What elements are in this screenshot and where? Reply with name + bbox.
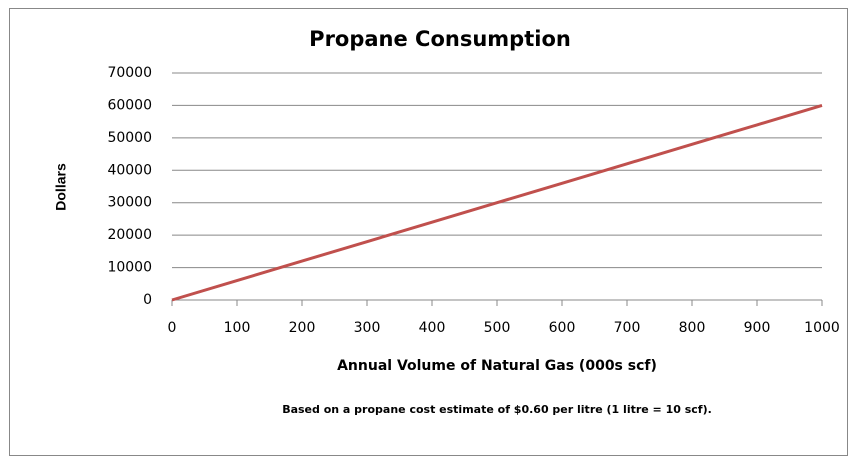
y-tick-label: 40000 (107, 162, 152, 178)
y-tick-label: 60000 (107, 97, 152, 113)
y-tick-label: 10000 (107, 260, 152, 276)
y-tick-label: 20000 (107, 227, 152, 243)
chart-frame (9, 8, 848, 456)
chart-title: Propane Consumption (309, 27, 571, 51)
x-tick-label: 600 (549, 320, 576, 336)
x-tick-label: 100 (224, 320, 251, 336)
x-tick-label: 900 (744, 320, 771, 336)
x-tick-label: 1000 (804, 320, 840, 336)
x-axis-label: Annual Volume of Natural Gas (000s scf) (337, 358, 657, 374)
x-tick-label: 200 (289, 320, 316, 336)
x-tick-label: 300 (354, 320, 381, 336)
x-tick-label: 800 (679, 320, 706, 336)
x-tick-label: 400 (419, 320, 446, 336)
x-tick-label: 700 (614, 320, 641, 336)
x-tick-label: 0 (168, 320, 177, 336)
y-tick-label: 30000 (107, 195, 152, 211)
y-tick-label: 0 (143, 292, 152, 308)
y-axis-label: Dollars (53, 163, 69, 211)
annotation: Based on a propane cost estimate of $0.6… (282, 403, 712, 416)
y-tick-label: 70000 (107, 65, 152, 81)
y-tick-label: 50000 (107, 130, 152, 146)
x-tick-label: 500 (484, 320, 511, 336)
series-line (171, 103, 823, 302)
